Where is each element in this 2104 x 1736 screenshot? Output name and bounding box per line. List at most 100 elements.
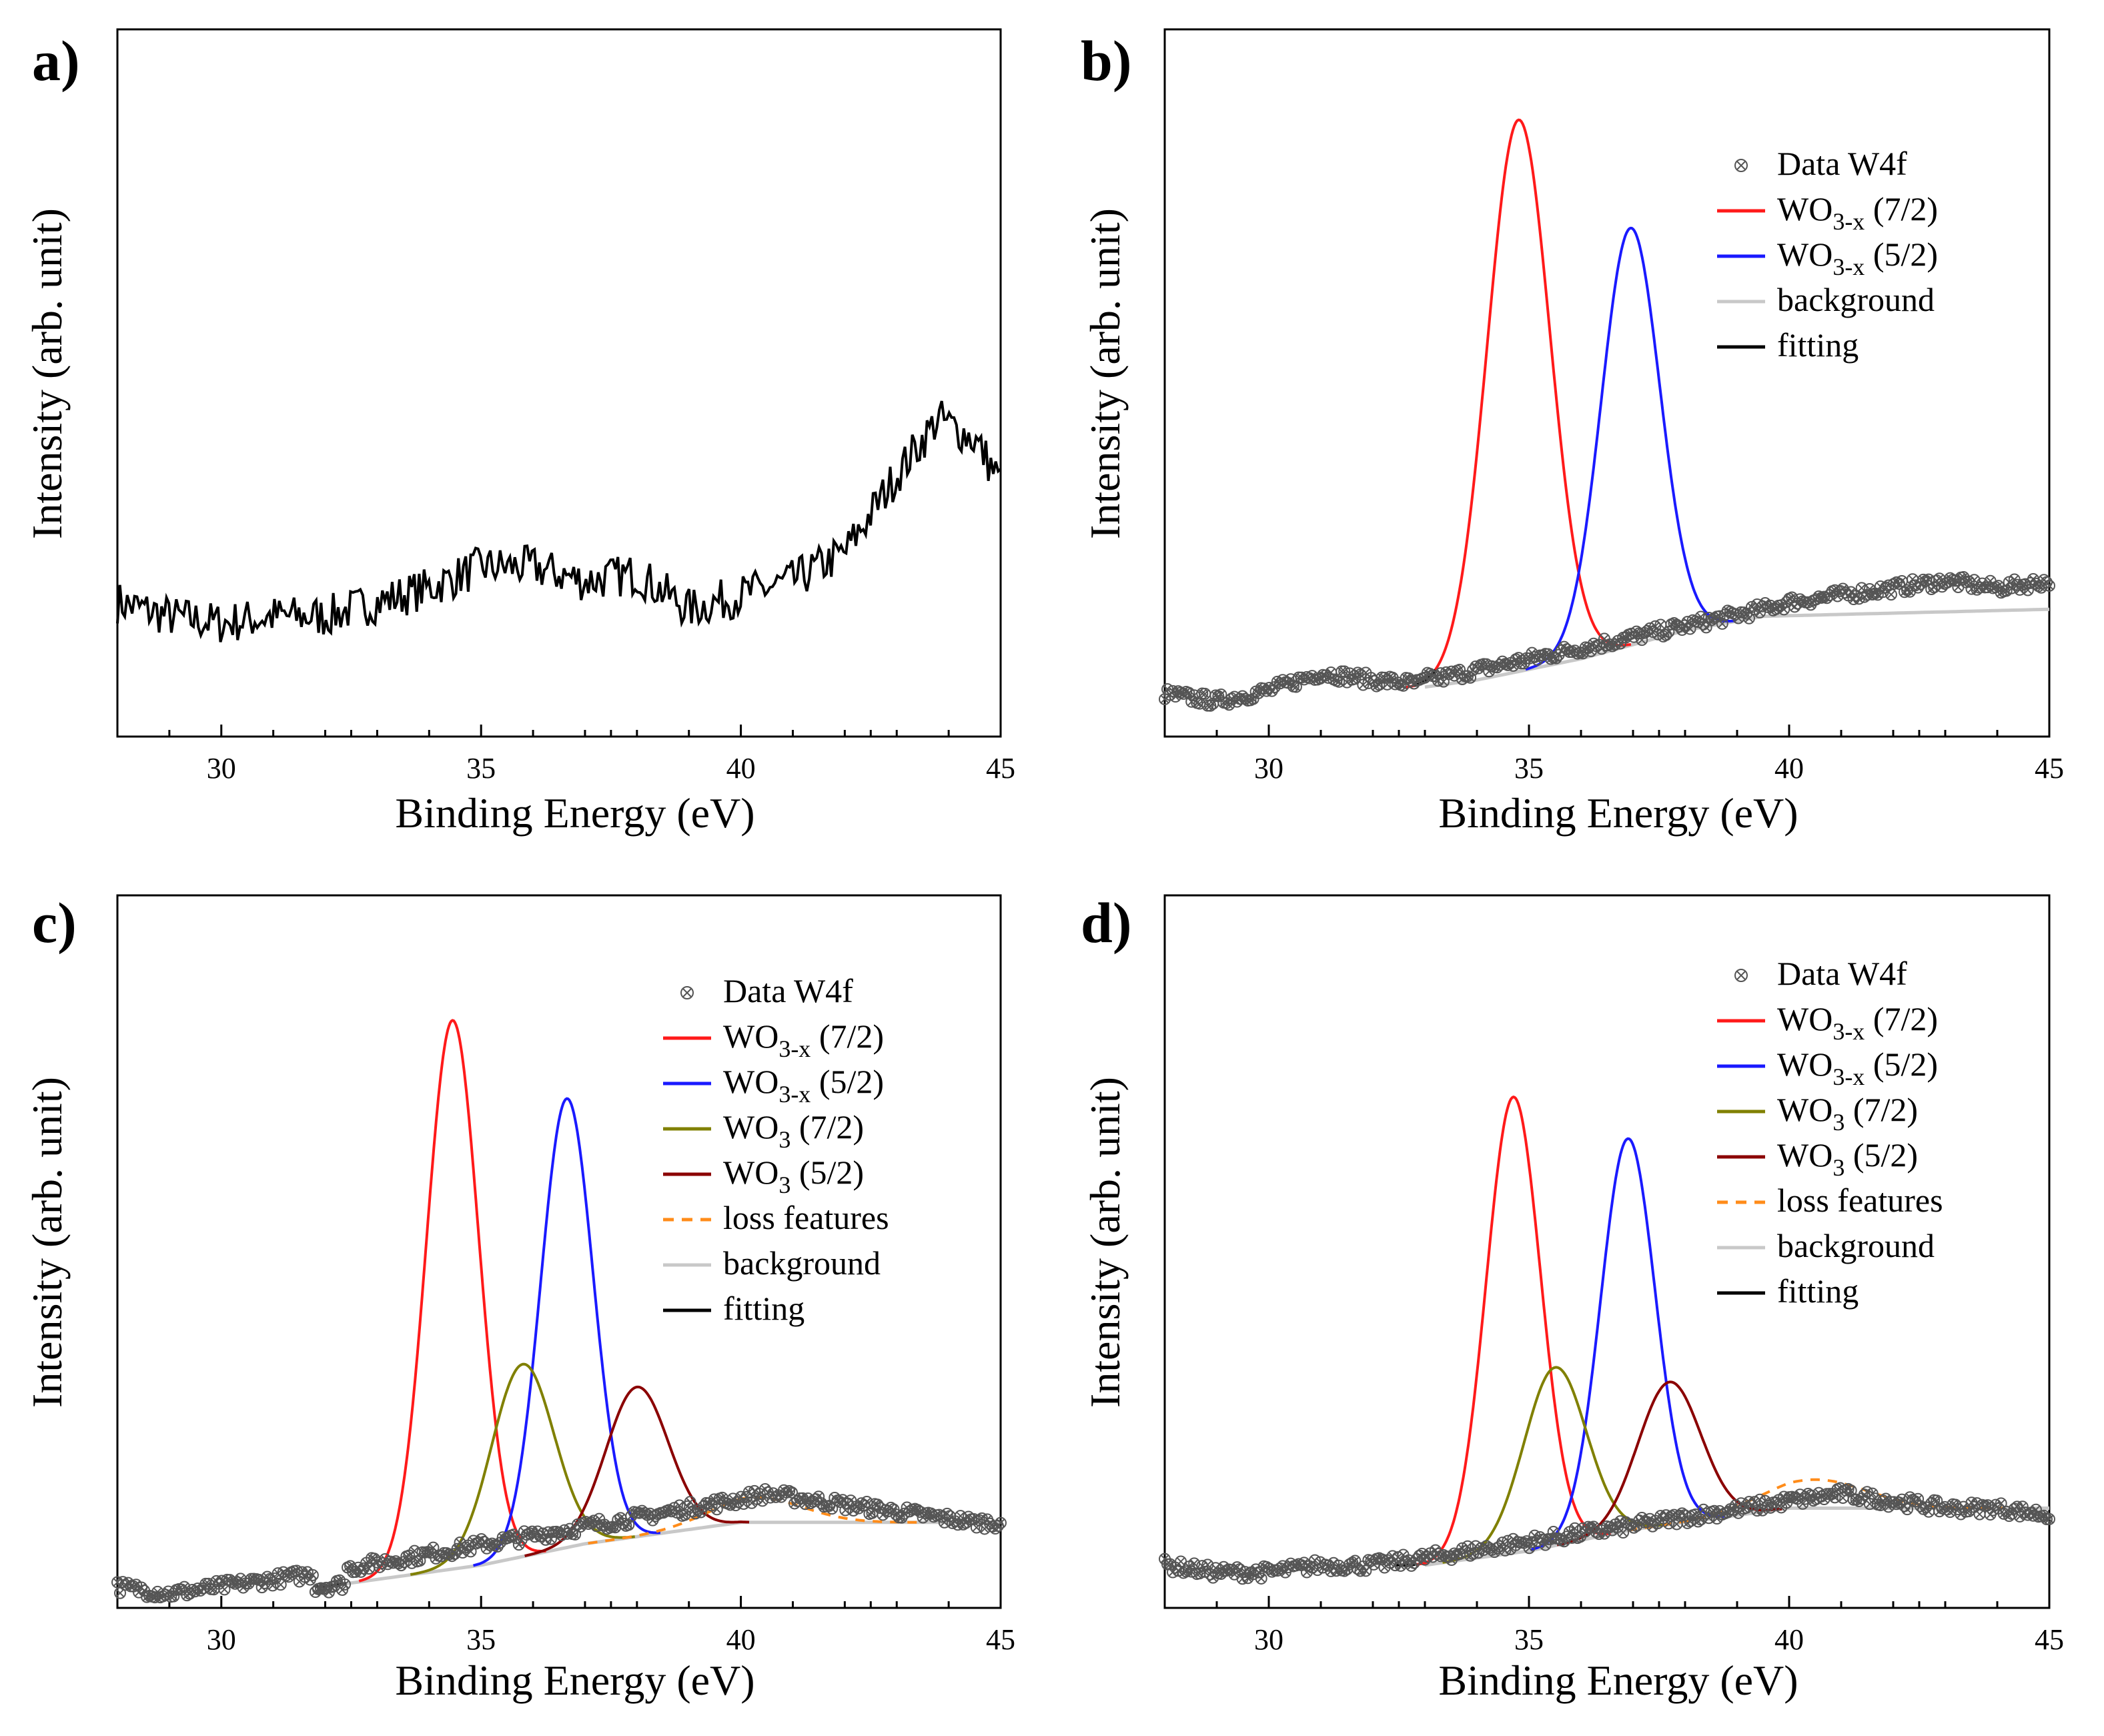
series-line-wo3-x-5-2- [473, 1097, 660, 1567]
legend-label: WO3 (5/2) [723, 1154, 864, 1198]
legend-marker [1734, 159, 1748, 172]
x-tick-label: 35 [1514, 1623, 1544, 1656]
panel-c: c) 30 35 40 45 Binding Energy (eV) Intensity (… [23, 891, 1015, 1704]
series-line-background [325, 1521, 1001, 1589]
data-point [339, 1578, 352, 1591]
legend-label: Data W4f [1777, 145, 1907, 182]
legend-item: background [1717, 1227, 1935, 1264]
legend-item: WO3-x (7/2) [1717, 1000, 1938, 1045]
plot-area [111, 1019, 1007, 1604]
y-axis-title: Intensity (arb. unit) [1081, 208, 1129, 539]
x-axis-title: Binding Energy (eV) [395, 1657, 754, 1704]
x-axis-title: Binding Energy (eV) [1438, 789, 1798, 837]
x-tick-label: 45 [986, 752, 1015, 785]
panel-label: b) [1081, 29, 1131, 93]
legend-item: WO3 (5/2) [1717, 1136, 1918, 1181]
series-data-w4f [111, 1483, 1007, 1604]
data-point [1523, 1542, 1536, 1555]
x-tick-label: 40 [726, 1623, 756, 1656]
legend-item: background [1717, 281, 1935, 318]
panel-b: b) 30 35 40 45 Binding Energy (eV) Intensity (… [1081, 28, 2064, 837]
x-tick-label: 30 [1254, 752, 1283, 785]
legend-marker [680, 986, 694, 999]
x-tick-label: 30 [1254, 1623, 1283, 1656]
legend-label: WO3 (7/2) [723, 1108, 864, 1153]
x-tick-label: 45 [2035, 752, 2064, 785]
plot-frame [116, 28, 1002, 738]
x-tick-label: 40 [1774, 752, 1804, 785]
series-line-wo3-x-7-2- [1416, 1096, 1611, 1566]
legend-label: background [1777, 281, 1935, 318]
data-point [995, 1516, 1007, 1529]
x-tick-label: 35 [466, 1623, 496, 1656]
legend-label: WO3-x (5/2) [1777, 236, 1938, 280]
series-line-wo3-x-7-2- [358, 1019, 546, 1583]
legend-label: WO3-x (7/2) [1777, 190, 1938, 235]
plot-frame [116, 894, 1002, 1609]
legend-item: Data W4f [1734, 955, 1907, 992]
series-line-loss-features [1627, 1478, 2003, 1533]
panel-label: a) [32, 29, 80, 93]
data-point [1716, 617, 1728, 630]
x-tick-label: 35 [1514, 752, 1544, 785]
series-line-background [1424, 607, 2050, 689]
data-point [710, 1503, 723, 1516]
legend-label: fitting [1777, 326, 1859, 364]
data-point [2043, 579, 2055, 592]
legend: Data W4f WO3-x (7/2)WO3-x (5/2)WO3 (7/2)W… [663, 972, 889, 1327]
legend-label: fitting [723, 1290, 805, 1327]
data-point [266, 1579, 279, 1592]
legend-item: fitting [1717, 1272, 1859, 1310]
data-point [1901, 1503, 1914, 1516]
legend: Data W4f WO3-x (7/2)WO3-x (5/2)background… [1717, 145, 1938, 364]
x-tick-label: 40 [726, 752, 756, 785]
legend-item: loss features [1717, 1182, 1943, 1219]
panel-a: a) 30 35 40 45 Binding Energy (eV) Intensity (… [23, 28, 1015, 837]
data-point [1845, 1484, 1857, 1497]
legend-item: WO3 (7/2) [663, 1108, 864, 1153]
legend-label: Data W4f [1777, 955, 1907, 992]
y-axis-title: Intensity (arb. unit) [23, 208, 71, 539]
legend-item: Data W4f [680, 972, 853, 1009]
legend-item: fitting [663, 1290, 805, 1327]
series-line-wo3-x-5-2- [1525, 226, 1736, 671]
legend-label: WO3 (7/2) [1777, 1091, 1918, 1136]
series-line-spectrum [116, 400, 1002, 642]
legend-item: fitting [1717, 326, 1859, 364]
plot-frame [1163, 28, 2051, 738]
panel-d: d) 30 35 40 45 Binding Energy (eV) Intensity (… [1081, 891, 2064, 1704]
legend-item: WO3-x (5/2) [1717, 1045, 1938, 1090]
legend-label: WO3-x (7/2) [1777, 1000, 1938, 1045]
legend-label: WO3-x (5/2) [723, 1063, 884, 1108]
legend: Data W4f WO3-x (7/2)WO3-x (5/2)WO3 (7/2)W… [1717, 955, 1943, 1310]
legend-marker [1734, 969, 1748, 982]
panel-label: d) [1081, 891, 1131, 955]
legend-item: WO3 (5/2) [663, 1154, 864, 1198]
data-point [274, 1579, 287, 1591]
y-axis-title: Intensity (arb. unit) [1081, 1077, 1129, 1408]
x-tick-label: 30 [207, 1623, 236, 1656]
legend-label: Data W4f [723, 972, 853, 1009]
x-tick-label: 35 [466, 752, 496, 785]
legend-item: background [663, 1244, 881, 1282]
legend-item: WO3-x (7/2) [1717, 190, 1938, 235]
legend-item: WO3-x (7/2) [663, 1017, 884, 1062]
data-point [2016, 1500, 2029, 1513]
x-tick-label: 45 [2035, 1623, 2064, 1656]
series-line-wo3-x-7-2- [1406, 118, 1632, 689]
data-point [786, 1486, 799, 1499]
legend-item: WO3 (7/2) [1717, 1091, 1918, 1136]
legend-item: WO3-x (5/2) [1717, 236, 1938, 280]
data-point [1360, 1565, 1372, 1577]
panel-label: c) [32, 891, 77, 955]
legend-label: background [1777, 1227, 1935, 1264]
plot-area [1159, 1096, 2055, 1585]
x-axis-title: Binding Energy (eV) [1438, 1657, 1798, 1704]
data-point [2043, 1512, 2055, 1525]
data-point [1255, 1572, 1267, 1585]
legend-label: loss features [723, 1199, 889, 1236]
x-tick-label: 45 [986, 1623, 1015, 1656]
plot-area [116, 400, 1002, 642]
legend-item: WO3-x (5/2) [663, 1063, 884, 1108]
